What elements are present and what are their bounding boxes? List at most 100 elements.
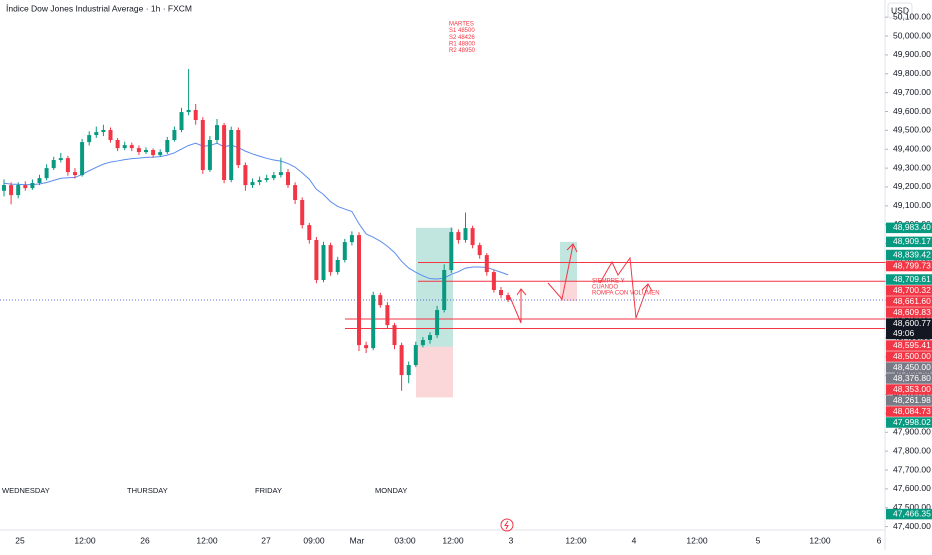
annotation: S2 48426 <box>449 35 475 41</box>
x-tick-label: 12:00 <box>196 535 218 545</box>
candle-body <box>371 295 376 349</box>
annotation: ROMPA CON VOLUMEN <box>592 291 660 297</box>
annotation: R2 48950 <box>449 48 476 54</box>
day-label: THURSDAY <box>127 486 168 495</box>
x-tick-label: 12:00 <box>686 535 708 545</box>
price-badge-label: 48,376.80 <box>893 373 931 383</box>
candle-body <box>16 185 21 196</box>
price-badge <box>886 340 932 351</box>
price-badge-label: 48,709.61 <box>893 274 931 284</box>
price-badge-label: 48,839.42 <box>893 249 931 259</box>
price-badge-label: 47,466.35 <box>893 508 931 518</box>
candle-body <box>87 135 92 143</box>
candle-body <box>129 145 134 149</box>
candle-body <box>477 245 482 256</box>
price-badge-label: 47,998.02 <box>893 417 931 427</box>
chart-title: Índice Dow Jones Industrial Average · 1h… <box>6 3 192 13</box>
candle-body <box>321 245 326 280</box>
x-tick-label: 3 <box>509 535 514 545</box>
currency-button[interactable] <box>887 2 913 19</box>
candle-body <box>435 310 440 336</box>
price-badge <box>886 373 932 384</box>
candle-body <box>80 142 85 176</box>
x-tick-label: 5 <box>756 535 761 545</box>
candle-body <box>136 148 141 153</box>
candle-body <box>23 185 28 189</box>
price-badge-label: 48,609.83 <box>893 307 931 317</box>
candle-body <box>186 110 191 113</box>
candle-body <box>179 112 184 130</box>
candle-body <box>413 345 418 366</box>
candle-body <box>9 185 14 196</box>
price-badge-label: 48,661.60 <box>893 296 931 306</box>
y-tick-label: 47,500.00 <box>893 502 931 512</box>
candle-body <box>491 272 496 290</box>
candle-body <box>58 158 63 160</box>
candle-body <box>506 295 511 300</box>
events-icon[interactable] <box>500 518 514 532</box>
price-badge <box>886 417 932 428</box>
price-badge-label: 48,353.00 <box>893 384 931 394</box>
y-tick-label: 49,900.00 <box>893 49 931 59</box>
price-badge <box>886 236 932 248</box>
candle-body <box>278 172 283 176</box>
candle-body <box>94 132 99 136</box>
day-label: WEDNESDAY <box>2 486 50 495</box>
candle-body <box>392 325 397 346</box>
position-target <box>416 227 453 347</box>
ema-line <box>3 142 509 280</box>
candle-body <box>122 145 127 149</box>
currency[interactable]: USD <box>891 5 909 15</box>
x-tick-label: 03:00 <box>394 535 416 545</box>
candle-body <box>193 110 198 120</box>
candle-body <box>406 365 411 376</box>
price-badge-label: 48,909.17 <box>893 236 931 246</box>
countdown: 49:06 <box>893 328 915 338</box>
y-tick-label: 49,400.00 <box>893 143 931 153</box>
candle-body <box>73 172 77 176</box>
day-label: FRIDAY <box>255 486 282 495</box>
candle-body <box>243 165 248 186</box>
price-badge <box>886 384 932 395</box>
candle-body <box>229 130 234 180</box>
candle-body <box>108 130 113 140</box>
candle-body <box>2 185 6 191</box>
x-tick-label: 27 <box>261 535 271 545</box>
candle-body <box>442 270 447 310</box>
candle-body <box>428 335 432 340</box>
candle-body <box>51 160 56 169</box>
y-tick-label: 47,400.00 <box>893 521 931 531</box>
price-badge <box>886 351 932 362</box>
candle-body <box>257 180 262 183</box>
price-badge <box>886 307 932 318</box>
y-tick-label: 47,800.00 <box>893 445 931 455</box>
x-tick-label: 4 <box>632 535 637 545</box>
drawing-arrow <box>516 288 527 296</box>
events-icon-bolt <box>504 520 509 530</box>
candle-body <box>357 235 361 346</box>
price-badge-label: 48,595.41 <box>893 340 931 350</box>
candle-body <box>328 245 333 273</box>
candle-body <box>151 150 156 156</box>
position-target <box>560 241 577 282</box>
candle-body <box>30 183 35 189</box>
candle-body <box>484 255 489 273</box>
candle-body <box>314 240 319 280</box>
candle-body <box>165 140 170 153</box>
candle-body <box>250 182 255 186</box>
x-tick-label: 12:00 <box>442 535 464 545</box>
candle-body <box>456 232 461 240</box>
drawing-arrow <box>509 290 522 324</box>
candle-body <box>335 260 340 273</box>
price-badge <box>886 249 932 261</box>
position-stop <box>416 346 453 398</box>
price-badge <box>886 318 932 340</box>
candle-body <box>65 158 70 173</box>
price-badge-label: 48,450.00 <box>893 362 931 372</box>
price-badge <box>886 296 932 307</box>
x-tick-label: 25 <box>15 535 25 545</box>
x-tick-label: 26 <box>140 535 150 545</box>
